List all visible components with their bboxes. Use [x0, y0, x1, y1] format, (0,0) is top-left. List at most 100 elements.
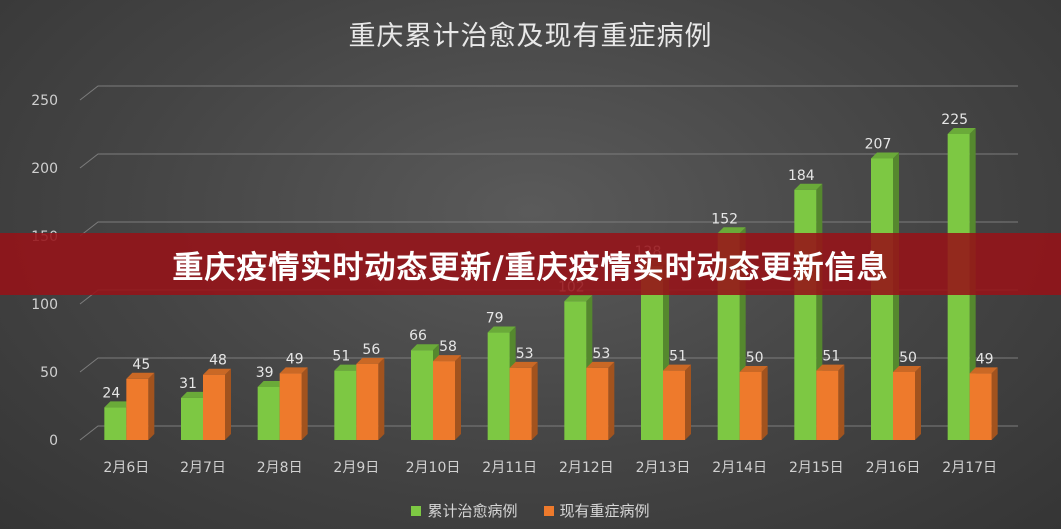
data-label: 152: [711, 211, 738, 227]
data-label: 51: [822, 349, 840, 365]
bar-top: [739, 366, 768, 372]
bar-side: [608, 361, 615, 440]
bar-side: [761, 366, 768, 440]
data-label: 58: [439, 339, 457, 355]
bar-side: [915, 366, 921, 440]
bar-top: [871, 152, 899, 159]
bar-0-6: [564, 301, 587, 440]
x-tick-label: 2月17日: [942, 460, 997, 476]
bar-top: [487, 326, 516, 333]
data-label: 51: [669, 349, 687, 365]
bar-0-9: [794, 189, 817, 440]
x-tick-label: 2月8日: [257, 460, 303, 476]
x-tick-label: 2月7日: [180, 460, 226, 476]
bar-top: [356, 357, 385, 364]
bar-1-10: [893, 372, 915, 440]
bar-side: [378, 357, 385, 440]
legend-item-severe: 现有重症病例: [543, 500, 650, 521]
bar-top: [663, 364, 691, 371]
bar-1-2: [279, 373, 302, 440]
bar-top: [564, 295, 593, 302]
gridline-0: [79, 425, 1018, 441]
x-tick-label: 2月13日: [636, 460, 691, 476]
bar-1-3: [356, 363, 379, 440]
data-label: 225: [941, 112, 968, 128]
bar-0-5: [487, 332, 510, 440]
bar-side: [531, 361, 538, 440]
data-label: 66: [409, 328, 427, 344]
bar-top: [279, 367, 308, 374]
y-tick-label: 200: [31, 161, 58, 177]
data-label: 49: [286, 351, 304, 367]
bar-1-8: [739, 372, 762, 440]
bar-top: [893, 366, 921, 372]
bar-0-10: [871, 158, 893, 441]
bar-top: [257, 380, 286, 387]
bar-0-3: [334, 370, 357, 440]
x-tick-label: 2月15日: [789, 460, 844, 476]
gridline-1: [79, 357, 1018, 373]
bar-side: [301, 367, 308, 440]
x-tick-label: 2月14日: [712, 460, 767, 476]
data-label: 48: [209, 353, 227, 369]
bar-0-1: [181, 397, 203, 440]
bar-side: [838, 364, 845, 440]
y-tick-label: 250: [31, 93, 58, 109]
bar-1-5: [509, 367, 532, 440]
bar-top: [717, 227, 746, 234]
bar-top: [181, 391, 209, 398]
x-tick-label: 2月12日: [559, 460, 614, 476]
gridline-4: [79, 153, 1018, 169]
data-label: 24: [102, 385, 120, 401]
bar-top: [947, 128, 976, 134]
legend-item-cured: 累计治愈病例: [411, 500, 518, 521]
legend-swatch-cured: [411, 505, 422, 516]
gridline-3: [79, 221, 1018, 237]
banner-text: 重庆疫情实时动态更新/重庆疫情实时动态更新信息: [172, 249, 889, 286]
legend-swatch-severe: [543, 505, 554, 516]
data-label: 31: [179, 376, 197, 392]
legend: 累计治愈病例 现有重症病例: [0, 500, 1061, 521]
bar-1-4: [433, 361, 455, 440]
gridline-5: [79, 85, 1018, 101]
x-tick-label: 2月6日: [103, 460, 149, 476]
bar-0-0: [104, 407, 127, 440]
x-tick-label: 2月10日: [406, 460, 461, 476]
bar-1-7: [663, 370, 685, 440]
bar-top: [433, 355, 461, 362]
bar-side: [685, 364, 691, 440]
bar-top: [203, 368, 231, 375]
bar-0-4: [411, 350, 433, 440]
data-label: 45: [132, 357, 150, 373]
chart-title: 重庆累计治愈及现有重症病例: [348, 21, 713, 52]
bar-top: [586, 361, 615, 368]
data-label: 184: [788, 168, 815, 184]
bar-side: [148, 372, 155, 440]
y-tick-label: 100: [31, 297, 58, 313]
data-label: 53: [516, 346, 534, 362]
bar-top: [411, 344, 439, 351]
bar-1-1: [203, 374, 225, 440]
data-label: 49: [976, 351, 994, 367]
y-tick-label: 50: [40, 365, 58, 381]
bar-side: [991, 367, 998, 440]
data-label: 50: [746, 350, 764, 366]
data-label: 39: [256, 365, 274, 381]
data-label: 51: [332, 349, 350, 365]
data-label: 53: [592, 346, 610, 362]
bar-1-6: [586, 367, 609, 440]
bar-0-7: [641, 265, 663, 440]
bar-top: [334, 364, 363, 371]
y-tick-label: 0: [49, 433, 58, 449]
overlay-banner: 重庆疫情实时动态更新/重庆疫情实时动态更新信息: [0, 233, 1061, 295]
data-label: 207: [865, 136, 892, 152]
data-label: 50: [899, 350, 917, 366]
x-tick-label: 2月9日: [333, 460, 379, 476]
bar-0-2: [257, 386, 280, 440]
bar-top: [126, 372, 155, 379]
data-label: 79: [486, 311, 504, 327]
x-tick-label: 2月16日: [866, 460, 921, 476]
data-label: 56: [362, 342, 380, 358]
bar-top: [794, 183, 823, 190]
